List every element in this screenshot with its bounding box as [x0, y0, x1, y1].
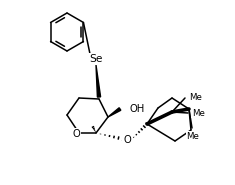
Text: O: O — [123, 135, 131, 145]
Text: Me: Me — [187, 132, 200, 141]
Polygon shape — [96, 65, 101, 97]
Text: Se: Se — [89, 54, 103, 64]
Polygon shape — [108, 108, 121, 117]
Text: Me: Me — [189, 92, 202, 102]
Text: O: O — [72, 129, 80, 139]
Text: OH: OH — [129, 104, 144, 114]
Text: Me: Me — [192, 108, 205, 117]
